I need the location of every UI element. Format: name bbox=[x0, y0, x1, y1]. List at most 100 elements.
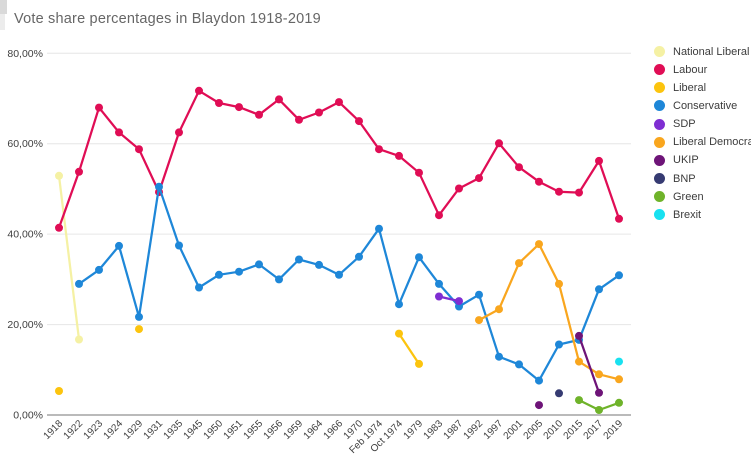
data-point-green[interactable] bbox=[615, 398, 623, 407]
data-point-labour[interactable] bbox=[95, 103, 103, 112]
data-point-labour[interactable] bbox=[75, 167, 83, 176]
data-point-conservative[interactable] bbox=[435, 279, 443, 288]
legend-dot-sdp bbox=[654, 118, 665, 130]
data-point-liberal-democrats[interactable] bbox=[595, 370, 603, 379]
data-point-labour[interactable] bbox=[235, 103, 243, 112]
x-axis-tick-label: 1964 bbox=[302, 418, 326, 442]
x-axis-tick-label: 1979 bbox=[402, 418, 426, 442]
data-point-liberal[interactable] bbox=[135, 325, 143, 334]
data-point-liberal-democrats[interactable] bbox=[475, 316, 483, 325]
data-point-ukip[interactable] bbox=[535, 401, 543, 410]
data-point-conservative[interactable] bbox=[235, 267, 243, 276]
series-line-national-liberal bbox=[57, 174, 81, 341]
x-axis-tick-label: 1924 bbox=[102, 418, 126, 442]
data-point-conservative[interactable] bbox=[515, 360, 523, 369]
data-point-green[interactable] bbox=[575, 396, 583, 405]
data-point-bnp[interactable] bbox=[555, 389, 563, 398]
data-point-conservative[interactable] bbox=[95, 265, 103, 274]
data-point-conservative[interactable] bbox=[495, 352, 503, 361]
data-point-labour[interactable] bbox=[575, 188, 583, 197]
data-point-national-liberal[interactable] bbox=[55, 171, 63, 180]
data-point-conservative[interactable] bbox=[175, 241, 183, 250]
x-axis-tick-label: 1929 bbox=[122, 418, 146, 442]
data-point-labour[interactable] bbox=[295, 115, 303, 124]
data-point-labour[interactable] bbox=[415, 168, 423, 177]
data-point-conservative[interactable] bbox=[135, 312, 143, 321]
data-point-labour[interactable] bbox=[515, 163, 523, 172]
series-line-labour bbox=[57, 89, 621, 229]
data-point-conservative[interactable] bbox=[555, 340, 563, 349]
data-point-conservative[interactable] bbox=[215, 270, 223, 279]
legend-dot-labour bbox=[654, 64, 665, 76]
x-axis-tick-label: 1951 bbox=[222, 418, 246, 442]
data-point-liberal-democrats[interactable] bbox=[555, 279, 563, 288]
data-point-conservative[interactable] bbox=[295, 255, 303, 264]
data-point-labour[interactable] bbox=[135, 145, 143, 154]
data-point-conservative[interactable] bbox=[155, 182, 163, 191]
x-axis-tick-label: 1922 bbox=[62, 418, 86, 442]
data-point-liberal[interactable] bbox=[55, 387, 63, 395]
data-point-labour[interactable] bbox=[535, 177, 543, 186]
data-point-labour[interactable] bbox=[555, 187, 563, 196]
data-point-labour[interactable] bbox=[475, 174, 483, 183]
data-point-national-liberal[interactable] bbox=[75, 335, 83, 344]
series-line-ukip bbox=[577, 334, 601, 394]
series-line-liberal bbox=[397, 332, 421, 366]
legend-item-brexit: Brexit bbox=[650, 208, 701, 222]
data-point-conservative[interactable] bbox=[395, 300, 403, 309]
data-point-conservative[interactable] bbox=[195, 283, 203, 292]
data-point-conservative[interactable] bbox=[315, 260, 323, 269]
data-point-conservative[interactable] bbox=[255, 260, 263, 269]
data-point-ukip[interactable] bbox=[595, 388, 603, 397]
legend-dot-liberal bbox=[654, 82, 665, 94]
data-point-labour[interactable] bbox=[355, 117, 363, 126]
y-axis-tick-label: 0,00% bbox=[13, 410, 43, 422]
data-point-liberal-democrats[interactable] bbox=[515, 259, 523, 268]
data-point-liberal-democrats[interactable] bbox=[615, 375, 623, 384]
data-point-conservative[interactable] bbox=[355, 252, 363, 261]
data-point-ukip[interactable] bbox=[575, 331, 583, 340]
data-point-labour[interactable] bbox=[215, 99, 223, 107]
data-point-conservative[interactable] bbox=[375, 224, 383, 233]
data-point-labour[interactable] bbox=[315, 108, 323, 117]
data-point-liberal-democrats[interactable] bbox=[495, 305, 503, 314]
data-point-labour[interactable] bbox=[195, 86, 203, 95]
data-point-conservative[interactable] bbox=[535, 376, 543, 385]
data-point-labour[interactable] bbox=[615, 214, 623, 223]
data-point-labour[interactable] bbox=[495, 139, 503, 148]
data-point-green[interactable] bbox=[595, 406, 603, 414]
legend-dot-national-liberal bbox=[654, 46, 665, 57]
data-point-conservative[interactable] bbox=[615, 271, 623, 280]
data-point-liberal-democrats[interactable] bbox=[575, 357, 583, 366]
data-point-conservative[interactable] bbox=[475, 290, 483, 299]
legend-item-national-liberal: National Liberal bbox=[650, 45, 749, 59]
data-point-labour[interactable] bbox=[275, 95, 283, 104]
data-point-labour[interactable] bbox=[255, 110, 263, 119]
data-point-labour[interactable] bbox=[115, 128, 123, 137]
legend-label-bnp: BNP bbox=[673, 172, 696, 185]
data-point-conservative[interactable] bbox=[275, 275, 283, 284]
data-point-conservative[interactable] bbox=[595, 285, 603, 294]
x-axis-tick-label: 2015 bbox=[562, 418, 586, 442]
data-point-labour[interactable] bbox=[595, 156, 603, 165]
data-point-conservative[interactable] bbox=[335, 270, 343, 279]
data-point-liberal[interactable] bbox=[395, 329, 403, 338]
x-axis-tick-label: 2017 bbox=[582, 418, 606, 442]
data-point-labour[interactable] bbox=[455, 184, 463, 193]
data-point-labour[interactable] bbox=[375, 145, 383, 154]
x-axis-tick-label: 2001 bbox=[502, 418, 526, 442]
data-point-labour[interactable] bbox=[175, 128, 183, 137]
data-point-labour[interactable] bbox=[335, 98, 343, 107]
data-point-brexit[interactable] bbox=[615, 357, 623, 366]
data-point-labour[interactable] bbox=[435, 211, 443, 220]
data-point-liberal-democrats[interactable] bbox=[535, 240, 543, 249]
data-point-labour[interactable] bbox=[55, 223, 63, 232]
data-point-conservative[interactable] bbox=[115, 241, 123, 250]
data-point-sdp[interactable] bbox=[455, 297, 463, 306]
data-point-labour[interactable] bbox=[395, 151, 403, 160]
data-point-liberal[interactable] bbox=[415, 359, 423, 368]
data-point-sdp[interactable] bbox=[435, 292, 443, 301]
data-point-conservative[interactable] bbox=[415, 253, 423, 262]
data-point-conservative[interactable] bbox=[75, 279, 83, 288]
